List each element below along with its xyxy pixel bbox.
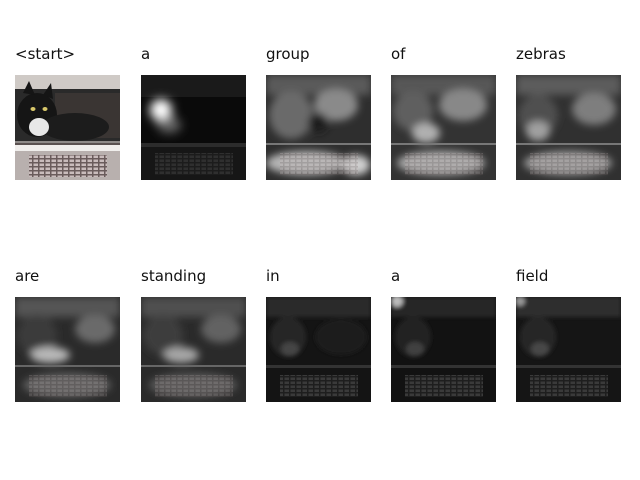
- attention-map-image: [266, 75, 371, 180]
- panel-word-group: group: [266, 45, 371, 195]
- attention-map-image: [15, 297, 120, 402]
- word-label: <start>: [15, 45, 76, 63]
- word-label: a: [141, 45, 151, 63]
- panel-word-a: a: [141, 45, 246, 195]
- word-label: of: [391, 45, 406, 63]
- attention-map-image: [266, 297, 371, 402]
- attention-map-image: [141, 297, 246, 402]
- word-label: are: [15, 267, 40, 285]
- panel-word-in: in: [266, 267, 371, 417]
- word-label: group: [266, 45, 310, 63]
- panel-word-of: of: [391, 45, 496, 195]
- panel-start: <start>: [15, 45, 120, 195]
- panel-word-are: are: [15, 267, 120, 417]
- panel-word-zebras: zebras: [516, 45, 621, 195]
- word-label: a: [391, 267, 401, 285]
- panel-word-field: field: [516, 267, 621, 417]
- panel-word-standing: standing: [141, 267, 246, 417]
- attention-map-image: [391, 75, 496, 180]
- word-label: standing: [141, 267, 207, 285]
- cat-photo-original: [15, 75, 120, 180]
- word-label: in: [266, 267, 280, 285]
- attention-map-image: [141, 75, 246, 180]
- attention-map-image: [391, 297, 496, 402]
- word-label: zebras: [516, 45, 566, 63]
- attention-map-image: [516, 75, 621, 180]
- panel-word-a-2: a: [391, 267, 496, 417]
- attention-map-image: [516, 297, 621, 402]
- word-label: field: [516, 267, 549, 285]
